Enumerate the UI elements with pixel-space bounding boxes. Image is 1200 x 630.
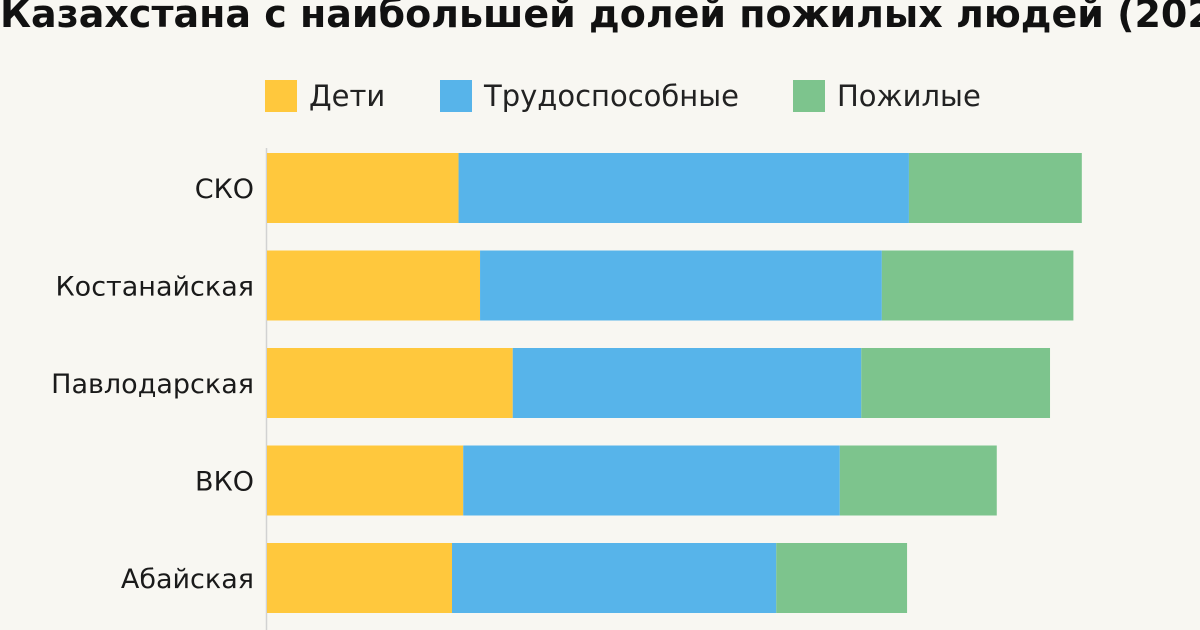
bar-segment-working-age-4 <box>463 445 840 516</box>
bar-segment-elderly-3 <box>861 348 1051 418</box>
legend-label-working-age: Трудоспособные <box>484 79 739 113</box>
bar-segment-working-age-1 <box>458 153 909 223</box>
bar-segment-children-5 <box>267 543 453 613</box>
bar-segment-elderly-4 <box>839 445 997 516</box>
legend-item-working-age: Трудоспособные <box>440 78 739 114</box>
bar-segment-elderly-2 <box>881 250 1074 321</box>
legend-swatch-working-age <box>440 80 472 112</box>
legend-swatch-children <box>265 80 297 112</box>
legend-label-children: Дети <box>309 79 386 113</box>
bar-segment-elderly-5 <box>776 543 908 613</box>
legend-label-elderly: Пожилые <box>837 79 981 113</box>
bar-segment-children-3 <box>267 348 513 418</box>
legend-item-elderly: Пожилые <box>793 78 981 114</box>
bar-segment-working-age-5 <box>452 543 777 613</box>
legend-item-children: Дети <box>265 78 385 114</box>
category-label: Костанайская <box>56 272 255 303</box>
chart-title: Казахстана с наибольшей долей пожилых лю… <box>0 0 1200 36</box>
category-labels: СКО Костанайская Павлодарская ВКО Абайская <box>51 174 254 595</box>
bar-segment-children-2 <box>267 250 481 321</box>
category-label: Павлодарская <box>51 369 254 400</box>
category-label: Абайская <box>121 564 254 595</box>
category-label: ВКО <box>195 467 254 498</box>
bar-segment-children-4 <box>267 445 464 516</box>
category-label: СКО <box>195 174 254 205</box>
bar-segment-children-1 <box>267 153 459 223</box>
bar-segment-elderly-1 <box>908 153 1082 223</box>
legend: Дети Трудоспособные Пожилые <box>0 78 1200 114</box>
bar-segment-working-age-3 <box>512 348 862 418</box>
legend-swatch-elderly <box>793 80 825 112</box>
bar-segment-working-age-2 <box>480 250 882 321</box>
bars-layer <box>267 153 1082 613</box>
